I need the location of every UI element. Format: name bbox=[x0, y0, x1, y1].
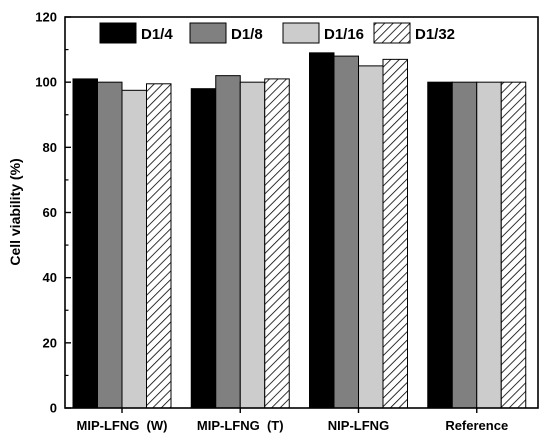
x-axis: MIP-LFNG (W) MIP-LFNG (T) NIP-LFNG Referenc… bbox=[77, 408, 508, 433]
legend-swatch-4 bbox=[373, 22, 411, 44]
bar-d1-16-3 bbox=[358, 65, 384, 409]
bar-d1-32-1 bbox=[146, 83, 172, 409]
bar-d1-16-1 bbox=[121, 89, 147, 409]
bar-d1-32-4 bbox=[500, 81, 527, 409]
legend-swatch-1 bbox=[99, 22, 137, 44]
y-tick-label: 20 bbox=[43, 335, 57, 350]
x-tick-label: MIP-LFNG (T) bbox=[197, 418, 284, 433]
legend-label-2: D1/8 bbox=[231, 26, 263, 43]
bar-d1-4-4 bbox=[427, 81, 453, 409]
y-axis-title: Cell viability (%) bbox=[7, 158, 23, 265]
x-tick-label: NIP-LFNG bbox=[328, 418, 389, 433]
legend-swatch-2 bbox=[189, 22, 227, 44]
bar-d1-4-3 bbox=[309, 52, 335, 409]
bar-d1-4-1 bbox=[72, 78, 98, 409]
y-tick-label: 60 bbox=[43, 205, 57, 220]
y-tick-label: 0 bbox=[50, 401, 57, 416]
x-tick-label: Reference bbox=[445, 418, 508, 433]
y-tick-label: 100 bbox=[35, 75, 57, 90]
legend: D1/4 D1/8 D1/16 D1/32 bbox=[99, 22, 455, 44]
y-tick-label: 80 bbox=[43, 140, 57, 155]
bar-d1-8-4 bbox=[451, 81, 478, 409]
legend-label-3: D1/16 bbox=[324, 26, 364, 43]
legend-swatch-3 bbox=[282, 22, 320, 44]
bar-d1-8-3 bbox=[333, 55, 359, 409]
y-axis: 0 20 40 60 80 100 120 bbox=[35, 10, 71, 416]
bar-d1-32-2 bbox=[264, 78, 290, 409]
bar-d1-8-2 bbox=[215, 75, 241, 409]
legend-label-1: D1/4 bbox=[141, 26, 173, 43]
bar-d1-16-2 bbox=[239, 81, 266, 409]
bar-d1-16-4 bbox=[476, 81, 502, 409]
y-tick-label: 40 bbox=[43, 270, 57, 285]
bars-layer bbox=[72, 52, 527, 409]
bar-d1-4-2 bbox=[190, 88, 217, 409]
legend-label-4: D1/32 bbox=[415, 26, 455, 43]
x-tick-label: MIP-LFNG (W) bbox=[77, 418, 168, 433]
bar-d1-8-1 bbox=[97, 81, 123, 409]
bar-d1-32-3 bbox=[382, 58, 408, 409]
y-tick-label: 120 bbox=[35, 10, 57, 25]
